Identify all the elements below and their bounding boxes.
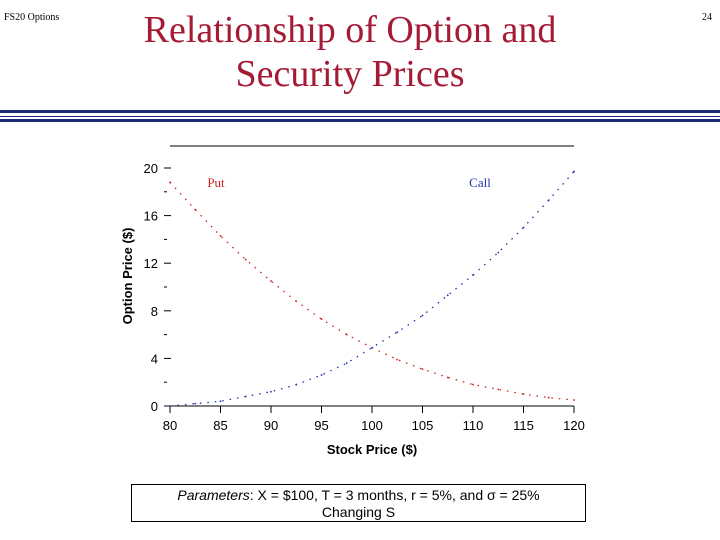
parameters-caption: Parameters: X = $100, T = 3 months, r = … <box>131 484 586 522</box>
data-point-put <box>169 181 171 184</box>
page-number: 24 <box>702 12 712 23</box>
y-axis-ticks: 0 4 8 12 16 20 <box>144 161 171 414</box>
data-point-call <box>320 374 323 376</box>
data-point-call <box>345 362 348 365</box>
title-line-2: Security Prices <box>235 53 465 95</box>
y-tick-label: 16 <box>144 209 158 224</box>
data-point-put <box>219 234 222 237</box>
chart-series: Put Call <box>169 170 575 407</box>
x-tick-label: 115 <box>513 418 534 433</box>
data-point-put <box>396 358 399 361</box>
data-point-put <box>472 383 474 386</box>
data-point-call <box>497 251 500 254</box>
x-tick-label: 120 <box>563 418 585 433</box>
data-point-put <box>194 208 197 211</box>
data-point-call <box>396 331 399 334</box>
series-label-put: Put <box>207 175 225 190</box>
data-point-call <box>421 314 424 317</box>
x-tick-label: 105 <box>412 418 434 433</box>
y-tick-label: 8 <box>151 304 158 319</box>
caption-line-2: Changing S <box>321 504 396 520</box>
x-axis-label: Stock Price ($) <box>327 442 417 457</box>
header-rule-middle <box>0 116 720 117</box>
data-point-put <box>497 388 500 391</box>
x-tick-label: 85 <box>213 418 227 433</box>
data-point-put <box>421 368 424 371</box>
y-axis-label: Option Price ($) <box>120 228 135 325</box>
data-point-put <box>547 396 550 399</box>
data-point-call <box>573 170 575 173</box>
x-tick-label: 90 <box>264 418 278 433</box>
data-point-call <box>194 402 197 405</box>
caption-params: : X = $100, T = 3 months, r = 5%, and σ … <box>249 487 540 503</box>
data-point-call <box>219 400 222 403</box>
series-line-call <box>169 171 575 407</box>
data-point-call <box>169 405 171 407</box>
x-tick-label: 100 <box>361 418 383 433</box>
y-tick-label: 20 <box>144 161 158 176</box>
data-point-call <box>244 395 247 398</box>
data-point-call <box>547 199 550 202</box>
header-left-label: FS20 Options <box>4 12 60 23</box>
x-tick-label: 110 <box>463 418 484 433</box>
slide-title: Relationship of Option and Security Pric… <box>95 8 605 96</box>
data-point-put <box>573 399 575 401</box>
y-tick-label: 12 <box>144 256 158 271</box>
x-tick-label: 95 <box>314 418 328 433</box>
data-point-call <box>295 383 298 386</box>
y-tick-label: 0 <box>151 399 158 414</box>
caption-italic: Parameters <box>177 487 250 503</box>
x-tick-label: 80 <box>163 418 177 433</box>
data-point-call <box>446 294 449 297</box>
data-point-put <box>295 300 298 303</box>
series-label-call: Call <box>469 175 491 190</box>
data-point-call <box>522 226 525 229</box>
x-axis-ticks: 80 85 90 95 100 105 110 115 120 <box>163 406 585 433</box>
series-line-put <box>169 181 575 401</box>
data-point-put <box>522 393 525 395</box>
option-price-chart: 0 4 8 12 16 20 80 85 90 95 100 105 110 115 120 Put Cal… <box>120 145 585 457</box>
data-point-put <box>446 376 449 379</box>
header-rule-top <box>0 110 720 113</box>
data-point-call <box>270 390 272 393</box>
data-point-call <box>371 346 373 349</box>
data-point-put <box>270 280 272 282</box>
y-tick-label: 4 <box>151 351 158 366</box>
title-line-1: Relationship of Option and <box>143 9 557 51</box>
header-rule-bottom <box>0 119 720 122</box>
data-point-put <box>244 258 247 261</box>
data-point-put <box>345 333 348 336</box>
data-point-call <box>472 274 474 276</box>
data-point-put <box>320 318 323 321</box>
